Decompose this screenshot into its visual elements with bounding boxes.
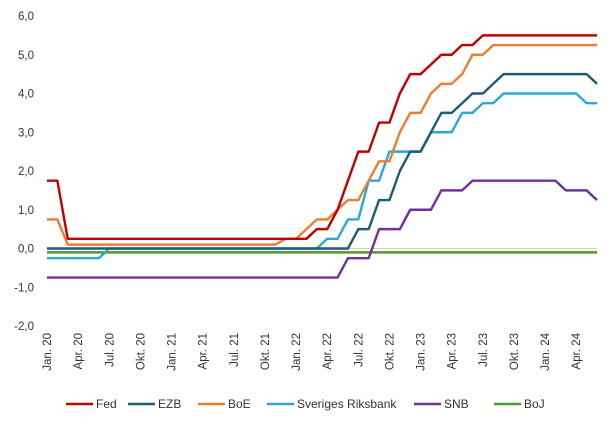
x-tick-label: Apr. 22: [322, 333, 334, 369]
y-tick-label: 6,0: [18, 11, 34, 23]
y-tick-label: -1,0: [14, 282, 34, 294]
x-tick-label: Jul. 22: [353, 333, 365, 367]
y-tick-label: 0,0: [18, 244, 34, 256]
legend-label: BoJ: [524, 397, 545, 411]
series-line-fed: [47, 34, 597, 241]
y-tick-label: 1,0: [18, 205, 34, 217]
series-line-snb: [47, 179, 598, 279]
x-tick-label: Okt. 20: [135, 333, 147, 370]
x-tick-label: Apr. 24: [571, 332, 583, 369]
series-line-ezb: [47, 72, 598, 250]
legend-label: Sveriges Riksbank: [297, 397, 397, 411]
series-lines: [47, 34, 598, 279]
x-tick-label: Jan. 20: [42, 333, 54, 371]
x-tick-label: Jan. 23: [416, 333, 428, 371]
y-tick-label: 2,0: [18, 166, 34, 178]
y-tick-label: 4,0: [18, 89, 34, 101]
x-tick-label: Okt. 22: [384, 333, 396, 370]
legend: Fed EZB BoE Sveriges Riksbank SNB BoJ: [66, 397, 545, 411]
x-tick-label: Jul. 23: [478, 333, 490, 367]
legend-label: EZB: [158, 397, 181, 411]
x-tick-label: Okt. 21: [260, 333, 272, 370]
x-tick-label: Jan. 22: [291, 333, 303, 371]
y-tick-label: 5,0: [18, 50, 34, 62]
x-axis-labels: Jan. 20 Apr. 20 Jul. 20 Okt. 20 Jan. 21 Apr. …: [42, 332, 583, 370]
x-tick-label: Apr. 23: [447, 333, 459, 369]
y-axis-labels: -2,0 -1,0 0,0 1,0 2,0 3,0 4,0 5,0 6,0: [14, 11, 34, 333]
legend-label: Fed: [96, 397, 117, 411]
legend-label: BoE: [228, 397, 251, 411]
x-tick-label: Apr. 21: [198, 333, 210, 369]
x-tick-label: Jul. 20: [104, 333, 116, 367]
x-tick-label: Okt. 23: [509, 333, 521, 370]
x-tick-label: Jan. 24: [540, 332, 552, 370]
x-tick-label: Jul. 21: [229, 333, 241, 367]
y-tick-label: 3,0: [18, 127, 34, 139]
x-tick-label: Apr. 20: [73, 333, 85, 369]
x-tick-label: Jan. 21: [167, 333, 179, 371]
y-tick-label: -2,0: [14, 321, 34, 333]
legend-label: SNB: [444, 397, 469, 411]
series-line-sveriges-riksbank: [47, 92, 597, 260]
